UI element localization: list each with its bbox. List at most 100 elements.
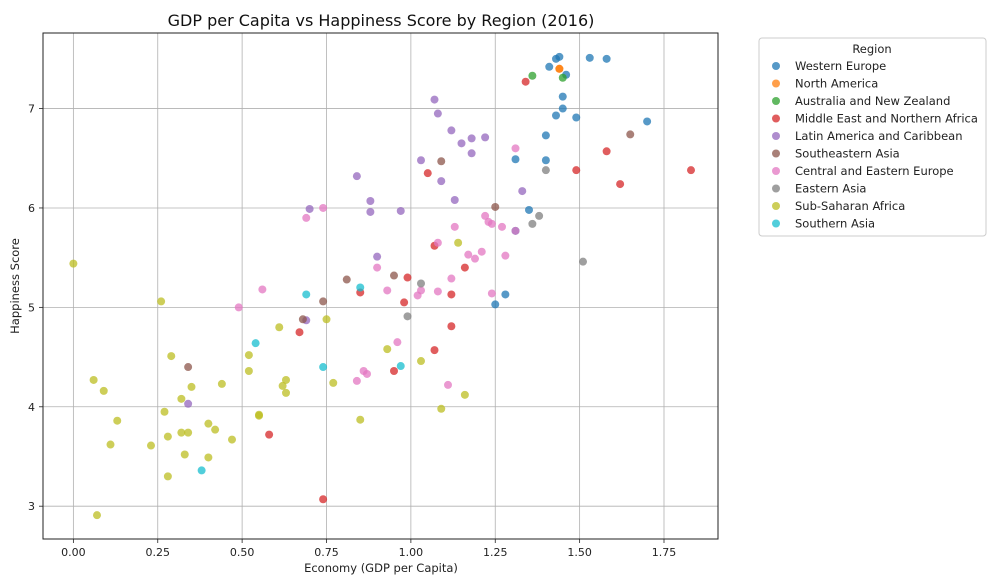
data-point bbox=[390, 366, 398, 375]
scatter-points bbox=[69, 52, 695, 520]
data-point bbox=[363, 369, 371, 378]
data-point bbox=[433, 109, 442, 118]
data-point bbox=[319, 203, 328, 212]
data-point bbox=[258, 285, 267, 294]
data-point bbox=[626, 130, 635, 139]
data-point bbox=[180, 450, 189, 459]
data-point bbox=[302, 290, 311, 299]
data-point bbox=[390, 271, 398, 280]
data-point bbox=[447, 290, 456, 299]
data-point bbox=[491, 202, 500, 211]
data-point bbox=[585, 53, 594, 62]
data-point bbox=[177, 428, 186, 437]
data-point bbox=[157, 297, 166, 306]
data-point bbox=[204, 419, 213, 428]
y-tick-label: 7 bbox=[28, 103, 35, 116]
data-point bbox=[403, 312, 412, 321]
data-point bbox=[541, 131, 550, 140]
data-point bbox=[163, 432, 172, 441]
data-point bbox=[366, 197, 375, 206]
x-tick-label: 0.25 bbox=[146, 546, 171, 559]
plot-area bbox=[42, 32, 719, 540]
data-point bbox=[444, 380, 452, 389]
data-point bbox=[265, 430, 274, 439]
data-point bbox=[255, 411, 263, 420]
data-point bbox=[433, 287, 442, 296]
data-point bbox=[329, 378, 338, 387]
data-point bbox=[525, 205, 533, 214]
data-point bbox=[447, 274, 456, 283]
data-point bbox=[356, 283, 365, 292]
data-point bbox=[511, 144, 520, 153]
grid bbox=[43, 33, 718, 539]
data-point bbox=[298, 315, 307, 324]
data-point bbox=[177, 394, 186, 403]
data-point bbox=[89, 375, 98, 384]
data-point bbox=[437, 177, 446, 186]
data-point bbox=[450, 196, 459, 205]
legend-items: Western Europe North America Australia and… bbox=[772, 59, 978, 231]
data-point bbox=[477, 247, 486, 256]
data-point bbox=[197, 466, 206, 475]
data-point bbox=[423, 169, 432, 178]
data-point bbox=[417, 156, 425, 165]
data-point bbox=[487, 219, 496, 228]
legend-label: North America bbox=[795, 77, 878, 91]
data-point bbox=[366, 207, 375, 216]
data-point bbox=[184, 428, 193, 437]
legend-label: Latin America and Caribbean bbox=[795, 129, 963, 143]
data-point bbox=[467, 134, 476, 143]
data-point bbox=[481, 133, 490, 142]
data-point bbox=[572, 113, 581, 122]
data-point bbox=[521, 77, 530, 86]
data-point bbox=[251, 339, 260, 348]
legend-label: Southern Asia bbox=[795, 217, 875, 231]
data-point bbox=[558, 92, 567, 101]
data-point bbox=[528, 71, 537, 80]
y-tick-label: 3 bbox=[28, 500, 35, 513]
data-point bbox=[511, 155, 520, 164]
legend-label: Middle East and Northern Africa bbox=[795, 112, 978, 126]
data-point bbox=[552, 54, 560, 63]
x-tick-label: 0.75 bbox=[314, 546, 339, 559]
data-point bbox=[319, 363, 328, 372]
data-point bbox=[167, 352, 176, 361]
data-point bbox=[160, 407, 169, 416]
legend-box bbox=[758, 37, 987, 237]
data-point bbox=[501, 251, 510, 260]
data-point bbox=[113, 416, 122, 425]
data-point bbox=[400, 298, 409, 307]
data-point bbox=[501, 290, 510, 299]
data-point bbox=[454, 238, 463, 247]
y-tick-label: 4 bbox=[28, 401, 35, 414]
data-point bbox=[602, 147, 611, 156]
x-tick-label: 1.50 bbox=[567, 546, 592, 559]
data-point bbox=[163, 472, 172, 481]
data-point bbox=[295, 328, 304, 337]
data-point bbox=[403, 273, 412, 282]
data-point bbox=[491, 300, 500, 309]
legend-marker bbox=[772, 62, 780, 70]
data-point bbox=[437, 404, 446, 413]
data-point bbox=[204, 453, 213, 462]
data-point bbox=[342, 275, 351, 284]
data-point bbox=[319, 495, 328, 504]
data-point bbox=[187, 382, 196, 391]
data-point bbox=[487, 289, 496, 298]
data-point bbox=[457, 139, 466, 148]
data-point bbox=[471, 254, 479, 263]
legend-marker bbox=[772, 219, 780, 228]
data-point bbox=[518, 187, 527, 196]
legend-marker bbox=[772, 114, 780, 123]
data-point bbox=[211, 425, 220, 434]
axis-ticks: 0.00 0.25 0.50 0.75 1.00 1.25 1.50 1.75 3 4 5 6 7 bbox=[28, 103, 676, 559]
data-point bbox=[393, 338, 402, 347]
x-tick-label: 0.00 bbox=[61, 546, 86, 559]
y-tick-label: 6 bbox=[28, 202, 35, 215]
data-point bbox=[481, 211, 490, 220]
data-point bbox=[433, 238, 442, 247]
data-point bbox=[322, 315, 331, 324]
legend-marker bbox=[772, 132, 780, 140]
data-point bbox=[244, 366, 253, 375]
